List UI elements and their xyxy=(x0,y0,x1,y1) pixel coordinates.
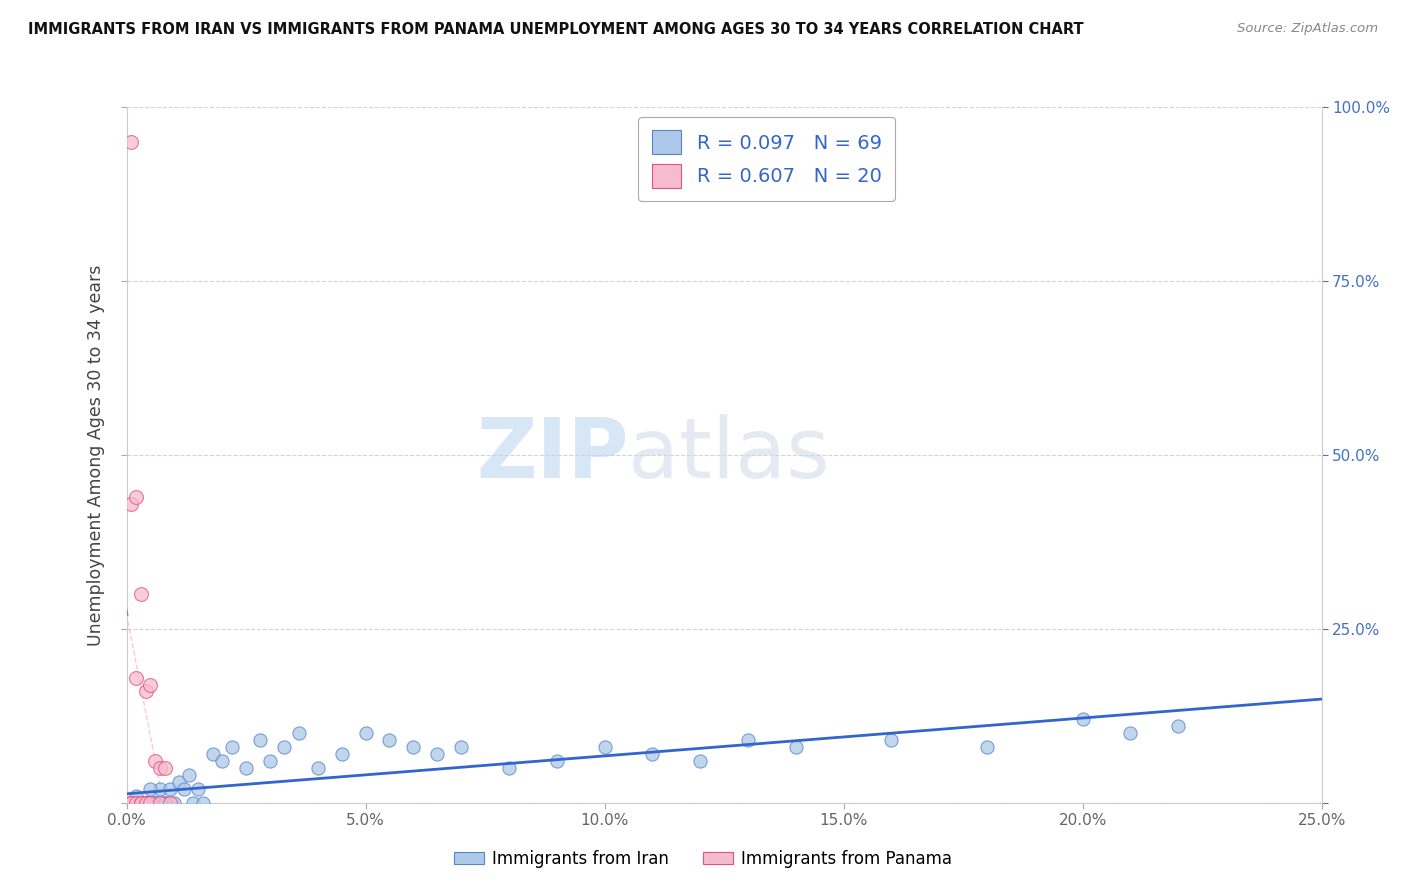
Point xyxy=(593,740,616,755)
Point xyxy=(143,796,166,810)
Point xyxy=(135,796,157,810)
Point xyxy=(139,796,162,810)
Point xyxy=(880,733,903,747)
Point xyxy=(143,796,166,810)
Point xyxy=(689,754,711,768)
Point xyxy=(426,747,449,761)
Text: Source: ZipAtlas.com: Source: ZipAtlas.com xyxy=(1237,22,1378,36)
Point xyxy=(120,796,142,810)
Point xyxy=(135,796,157,810)
Point xyxy=(120,796,142,810)
Point xyxy=(129,796,152,810)
Point xyxy=(976,740,998,755)
Point xyxy=(159,781,181,796)
Point xyxy=(211,754,233,768)
Point xyxy=(135,796,157,810)
Point xyxy=(139,781,162,796)
Point xyxy=(129,796,152,810)
Point xyxy=(785,740,807,755)
Point xyxy=(177,768,200,782)
Point xyxy=(1071,712,1094,726)
Point xyxy=(135,796,157,810)
Point xyxy=(120,796,142,810)
Point xyxy=(1167,719,1189,733)
Point xyxy=(120,796,142,810)
Point xyxy=(125,490,148,504)
Point xyxy=(737,733,759,747)
Point xyxy=(129,796,152,810)
Point xyxy=(120,497,142,511)
Point xyxy=(273,740,295,755)
Point xyxy=(139,796,162,810)
Point xyxy=(235,761,257,775)
Point xyxy=(153,761,176,775)
Text: IMMIGRANTS FROM IRAN VS IMMIGRANTS FROM PANAMA UNEMPLOYMENT AMONG AGES 30 TO 34 : IMMIGRANTS FROM IRAN VS IMMIGRANTS FROM … xyxy=(28,22,1084,37)
Point xyxy=(307,761,329,775)
Point xyxy=(641,747,664,761)
Point xyxy=(191,796,214,810)
Point xyxy=(149,761,172,775)
Point xyxy=(153,796,176,810)
Point xyxy=(129,796,152,810)
Point xyxy=(149,796,172,810)
Point xyxy=(143,796,166,810)
Point xyxy=(125,789,148,803)
Point xyxy=(183,796,205,810)
Point xyxy=(129,587,152,601)
Point xyxy=(354,726,377,740)
Point xyxy=(149,796,172,810)
Point xyxy=(153,796,176,810)
Point xyxy=(125,796,148,810)
Text: ZIP: ZIP xyxy=(477,415,628,495)
Point xyxy=(143,796,166,810)
Point xyxy=(259,754,281,768)
Point xyxy=(125,796,148,810)
Point xyxy=(120,796,142,810)
Point xyxy=(120,135,142,149)
Point xyxy=(201,747,224,761)
Point xyxy=(546,754,568,768)
Legend: Immigrants from Iran, Immigrants from Panama: Immigrants from Iran, Immigrants from Pa… xyxy=(447,844,959,875)
Point xyxy=(153,796,176,810)
Point xyxy=(149,781,172,796)
Point xyxy=(330,747,353,761)
Point xyxy=(221,740,243,755)
Point xyxy=(1119,726,1142,740)
Point xyxy=(129,796,152,810)
Point xyxy=(402,740,425,755)
Point xyxy=(167,775,190,789)
Point xyxy=(287,726,309,740)
Point xyxy=(159,796,181,810)
Point xyxy=(135,796,157,810)
Point xyxy=(125,796,148,810)
Point xyxy=(173,781,195,796)
Point xyxy=(249,733,271,747)
Point xyxy=(498,761,520,775)
Point xyxy=(139,677,162,691)
Point xyxy=(159,796,181,810)
Point xyxy=(139,796,162,810)
Point xyxy=(139,796,162,810)
Y-axis label: Unemployment Among Ages 30 to 34 years: Unemployment Among Ages 30 to 34 years xyxy=(87,264,105,646)
Point xyxy=(135,796,157,810)
Point xyxy=(125,796,148,810)
Point xyxy=(125,796,148,810)
Point xyxy=(163,796,186,810)
Point xyxy=(149,796,172,810)
Legend: R = 0.097   N = 69, R = 0.607   N = 20: R = 0.097 N = 69, R = 0.607 N = 20 xyxy=(638,117,896,202)
Text: atlas: atlas xyxy=(628,415,830,495)
Point xyxy=(129,796,152,810)
Point xyxy=(450,740,472,755)
Point xyxy=(378,733,401,747)
Point xyxy=(187,781,209,796)
Point xyxy=(125,671,148,685)
Point xyxy=(129,796,152,810)
Point xyxy=(143,754,166,768)
Point xyxy=(135,684,157,698)
Point xyxy=(120,796,142,810)
Point xyxy=(120,796,142,810)
